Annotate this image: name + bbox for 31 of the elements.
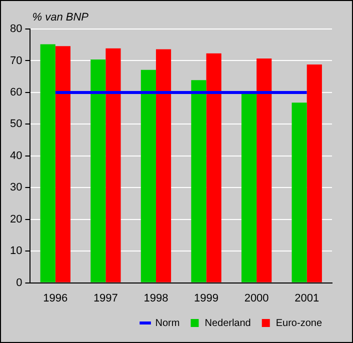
- y-tick-label: 40: [10, 150, 22, 162]
- y-tick-label: 30: [10, 182, 22, 194]
- y-tick-label: 50: [10, 118, 22, 130]
- y-tick-label: 70: [10, 54, 22, 67]
- bar: [241, 94, 257, 282]
- y-tick-label: 80: [10, 23, 22, 36]
- bar: [90, 59, 106, 282]
- x-tick-label: 2000: [244, 292, 269, 304]
- x-tick-label: 1997: [93, 292, 118, 304]
- bar: [292, 102, 307, 282]
- y-tick-label: 0: [16, 276, 22, 289]
- bar: [55, 46, 70, 282]
- legend-label: Norm: [155, 318, 180, 329]
- y-tick-label: 60: [10, 86, 22, 98]
- bar: [256, 58, 272, 282]
- bar: [206, 53, 222, 282]
- bar: [306, 64, 322, 282]
- x-tick-label: 1996: [43, 292, 68, 304]
- x-tick-label: 2001: [294, 292, 320, 304]
- bar: [40, 44, 56, 282]
- bar: [191, 80, 206, 282]
- x-tick-label: 1999: [194, 292, 219, 304]
- x-tick-label: 1998: [144, 292, 168, 304]
- legend-label: Nederland: [204, 318, 251, 329]
- bar: [140, 70, 156, 282]
- bar: [106, 48, 121, 282]
- legend-label: Euro-zone: [276, 318, 322, 329]
- y-axis-title: % van BNP: [32, 12, 90, 24]
- bar: [156, 49, 172, 282]
- y-tick-label: 20: [10, 213, 22, 226]
- y-tick-label: 10: [10, 245, 22, 258]
